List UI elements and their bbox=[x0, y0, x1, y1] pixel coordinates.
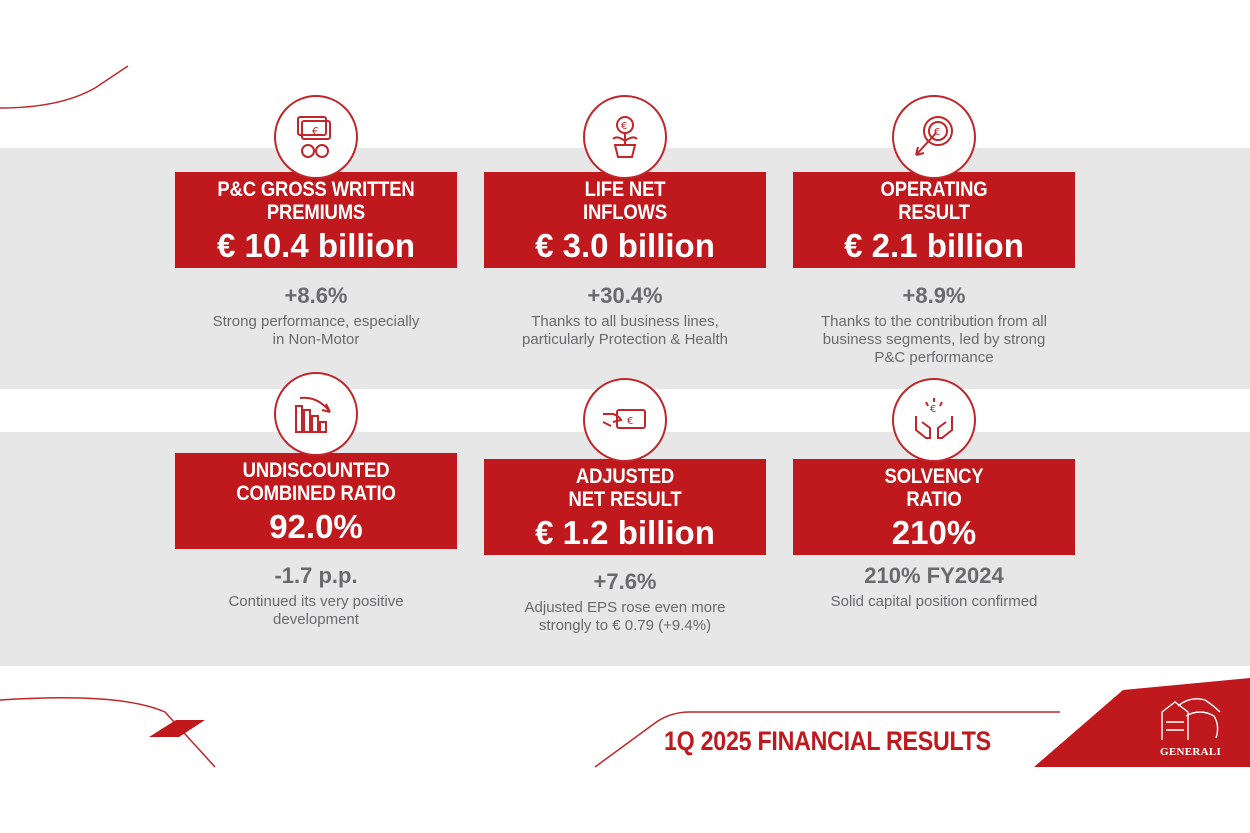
svg-text:€: € bbox=[621, 121, 627, 132]
kpi-value: 210% bbox=[891, 514, 977, 551]
kpi-title-line2: PREMIUMS bbox=[266, 201, 366, 224]
desc-line1: Strong performance, especially bbox=[212, 313, 420, 330]
kpi-title-line1: ADJUSTED bbox=[575, 465, 675, 488]
kpi-box: ADJUSTED NET RESULT € 1.2 billion bbox=[484, 459, 766, 555]
target-coin-icon: € bbox=[892, 95, 976, 179]
kpi-description: Solid capital position confirmed bbox=[793, 593, 1075, 611]
hand-banknote-icon: € bbox=[583, 378, 667, 462]
kpi-description: Strong performance, especially in Non-Mo… bbox=[175, 313, 457, 349]
desc-line2: in Non-Motor bbox=[272, 331, 360, 348]
kpi-title-line2: COMBINED RATIO bbox=[236, 482, 396, 505]
desc-line2: strongly to € 0.79 (+9.4%) bbox=[538, 617, 712, 634]
desc-line2: business segments, led by strong bbox=[822, 331, 1046, 348]
desc-line1: Adjusted EPS rose even more bbox=[524, 599, 726, 616]
money-icon: € bbox=[274, 95, 358, 179]
kpi-delta: +7.6% bbox=[593, 569, 657, 594]
kpi-box: OPERATING RESULT € 2.1 billion bbox=[793, 172, 1075, 268]
kpi-box: SOLVENCY RATIO 210% bbox=[793, 459, 1075, 555]
plant-coin-icon: € bbox=[583, 95, 667, 179]
footer-title: 1Q 2025 FINANCIAL RESULTS bbox=[664, 726, 991, 756]
kpi-delta: +8.9% bbox=[902, 283, 966, 308]
kpi-title-line2: RATIO bbox=[906, 488, 962, 511]
kpi-box: LIFE NET INFLOWS € 3.0 billion bbox=[484, 172, 766, 268]
kpi-delta: -1.7 p.p. bbox=[274, 563, 358, 588]
kpi-delta: +8.6% bbox=[284, 283, 348, 308]
generali-lion-logo-icon bbox=[1161, 698, 1221, 740]
kpi-box: P&C GROSS WRITTEN PREMIUMS € 10.4 billio… bbox=[175, 172, 457, 268]
kpi-description: Thanks to the contribution from all busi… bbox=[793, 313, 1075, 367]
desc-line2: development bbox=[273, 611, 359, 628]
svg-text:€: € bbox=[312, 125, 319, 138]
kpi-title-line1: OPERATING bbox=[880, 178, 988, 201]
kpi-delta: 210% FY2024 bbox=[864, 563, 1004, 588]
kpi-description: Continued its very positive development bbox=[175, 593, 457, 629]
kpi-value: € 10.4 billion bbox=[216, 227, 416, 264]
desc-line3: P&C performance bbox=[874, 349, 994, 366]
desc-line1: Thanks to the contribution from all bbox=[821, 313, 1047, 330]
desc-line1: Continued its very positive bbox=[228, 593, 404, 610]
svg-text:€: € bbox=[627, 416, 633, 427]
kpi-title-line2: NET RESULT bbox=[568, 488, 682, 511]
hands-coin-icon: € bbox=[892, 378, 976, 462]
generali-logo-text: GENERALI bbox=[1160, 746, 1222, 758]
bar-chart-down-icon bbox=[274, 372, 358, 456]
kpi-title-line1: SOLVENCY bbox=[884, 465, 984, 488]
kpi-value: € 3.0 billion bbox=[535, 227, 715, 264]
kpi-description: Thanks to all business lines, particular… bbox=[484, 313, 766, 349]
kpi-value: € 1.2 billion bbox=[535, 514, 715, 551]
svg-text:€: € bbox=[930, 404, 936, 415]
kpi-box: UNDISCOUNTED COMBINED RATIO 92.0% bbox=[175, 453, 457, 549]
kpi-title-line2: INFLOWS bbox=[583, 201, 667, 224]
desc-line1: Thanks to all business lines, bbox=[531, 313, 719, 330]
kpi-title-line1: UNDISCOUNTED bbox=[242, 459, 390, 482]
kpi-delta: +30.4% bbox=[587, 283, 663, 308]
kpi-title-line1: P&C GROSS WRITTEN bbox=[217, 178, 415, 201]
kpi-value: € 2.1 billion bbox=[844, 227, 1024, 264]
kpi-description: Adjusted EPS rose even more strongly to … bbox=[484, 599, 766, 635]
kpi-title-line1: LIFE NET bbox=[584, 178, 666, 201]
desc-line1: Solid capital position confirmed bbox=[830, 593, 1038, 610]
kpi-value: 92.0% bbox=[269, 508, 363, 545]
svg-text:€: € bbox=[934, 127, 940, 138]
desc-line2: particularly Protection & Health bbox=[522, 331, 728, 348]
kpi-title-line2: RESULT bbox=[898, 201, 970, 224]
